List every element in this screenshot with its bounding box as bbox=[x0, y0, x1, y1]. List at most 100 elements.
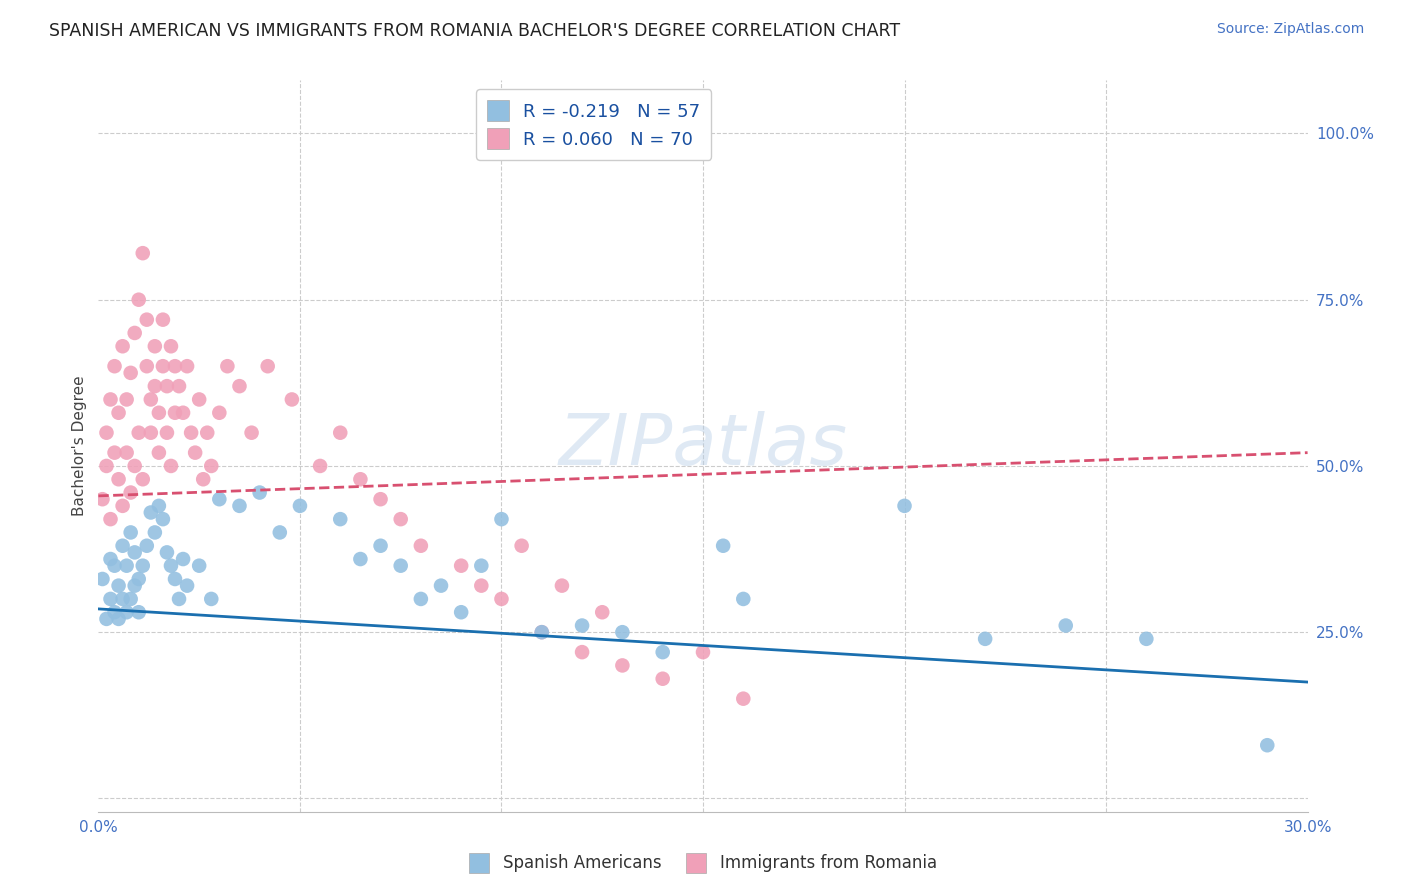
Point bbox=[124, 326, 146, 340]
Point bbox=[128, 572, 150, 586]
Point bbox=[160, 558, 183, 573]
Point bbox=[200, 591, 222, 606]
Legend: Spanish Americans, Immigrants from Romania: Spanish Americans, Immigrants from Roman… bbox=[463, 847, 943, 880]
Point bbox=[591, 605, 613, 619]
Point bbox=[124, 579, 146, 593]
Point bbox=[120, 366, 142, 380]
Point bbox=[228, 379, 250, 393]
Point bbox=[135, 359, 157, 374]
Point bbox=[139, 425, 162, 440]
Point bbox=[160, 339, 183, 353]
Point bbox=[152, 312, 174, 326]
Point bbox=[893, 499, 915, 513]
Point bbox=[103, 445, 125, 459]
Point bbox=[450, 605, 472, 619]
Point bbox=[551, 579, 574, 593]
Point bbox=[148, 499, 170, 513]
Point bbox=[329, 512, 352, 526]
Point bbox=[188, 558, 211, 573]
Point bbox=[1054, 618, 1077, 632]
Point bbox=[195, 425, 218, 440]
Point bbox=[612, 625, 634, 640]
Point bbox=[139, 506, 162, 520]
Point bbox=[163, 572, 186, 586]
Point bbox=[103, 359, 125, 374]
Point bbox=[530, 625, 553, 640]
Point bbox=[148, 406, 170, 420]
Point bbox=[450, 558, 472, 573]
Point bbox=[269, 525, 291, 540]
Point bbox=[107, 406, 129, 420]
Point bbox=[91, 492, 114, 507]
Point bbox=[163, 406, 186, 420]
Point bbox=[107, 579, 129, 593]
Point bbox=[100, 591, 122, 606]
Point bbox=[128, 293, 150, 307]
Point bbox=[208, 492, 231, 507]
Point bbox=[128, 605, 150, 619]
Text: ZIPatlas: ZIPatlas bbox=[558, 411, 848, 481]
Text: Source: ZipAtlas.com: Source: ZipAtlas.com bbox=[1216, 22, 1364, 37]
Point bbox=[409, 539, 432, 553]
Point bbox=[217, 359, 239, 374]
Point bbox=[103, 605, 125, 619]
Point bbox=[163, 359, 186, 374]
Point bbox=[974, 632, 997, 646]
Point bbox=[156, 425, 179, 440]
Point bbox=[240, 425, 263, 440]
Point bbox=[571, 618, 593, 632]
Point bbox=[228, 499, 250, 513]
Point bbox=[132, 558, 155, 573]
Point bbox=[128, 425, 150, 440]
Point bbox=[96, 612, 118, 626]
Point bbox=[733, 591, 755, 606]
Point bbox=[115, 558, 138, 573]
Point bbox=[156, 379, 179, 393]
Point bbox=[160, 458, 183, 473]
Point bbox=[172, 406, 194, 420]
Point bbox=[370, 539, 392, 553]
Point bbox=[651, 645, 673, 659]
Point bbox=[389, 512, 412, 526]
Point bbox=[172, 552, 194, 566]
Point bbox=[491, 512, 513, 526]
Point bbox=[120, 485, 142, 500]
Point bbox=[135, 312, 157, 326]
Legend: R = -0.219   N = 57, R = 0.060   N = 70: R = -0.219 N = 57, R = 0.060 N = 70 bbox=[477, 89, 711, 160]
Point bbox=[208, 406, 231, 420]
Point bbox=[409, 591, 432, 606]
Point bbox=[143, 525, 166, 540]
Point bbox=[733, 691, 755, 706]
Point bbox=[132, 246, 155, 260]
Point bbox=[100, 552, 122, 566]
Point bbox=[470, 579, 492, 593]
Point bbox=[510, 539, 533, 553]
Point bbox=[111, 539, 134, 553]
Point bbox=[184, 445, 207, 459]
Point bbox=[349, 552, 371, 566]
Point bbox=[612, 658, 634, 673]
Point bbox=[124, 545, 146, 559]
Point bbox=[103, 558, 125, 573]
Point bbox=[167, 591, 190, 606]
Point bbox=[111, 591, 134, 606]
Point bbox=[135, 539, 157, 553]
Point bbox=[152, 512, 174, 526]
Point bbox=[107, 472, 129, 486]
Point bbox=[309, 458, 332, 473]
Point bbox=[281, 392, 304, 407]
Y-axis label: Bachelor's Degree: Bachelor's Degree bbox=[72, 376, 87, 516]
Point bbox=[91, 572, 114, 586]
Point bbox=[132, 472, 155, 486]
Point bbox=[692, 645, 714, 659]
Point bbox=[176, 579, 198, 593]
Point bbox=[143, 339, 166, 353]
Point bbox=[389, 558, 412, 573]
Point bbox=[96, 458, 118, 473]
Point bbox=[1135, 632, 1157, 646]
Point bbox=[180, 425, 202, 440]
Point bbox=[491, 591, 513, 606]
Point bbox=[152, 359, 174, 374]
Point bbox=[107, 612, 129, 626]
Point bbox=[470, 558, 492, 573]
